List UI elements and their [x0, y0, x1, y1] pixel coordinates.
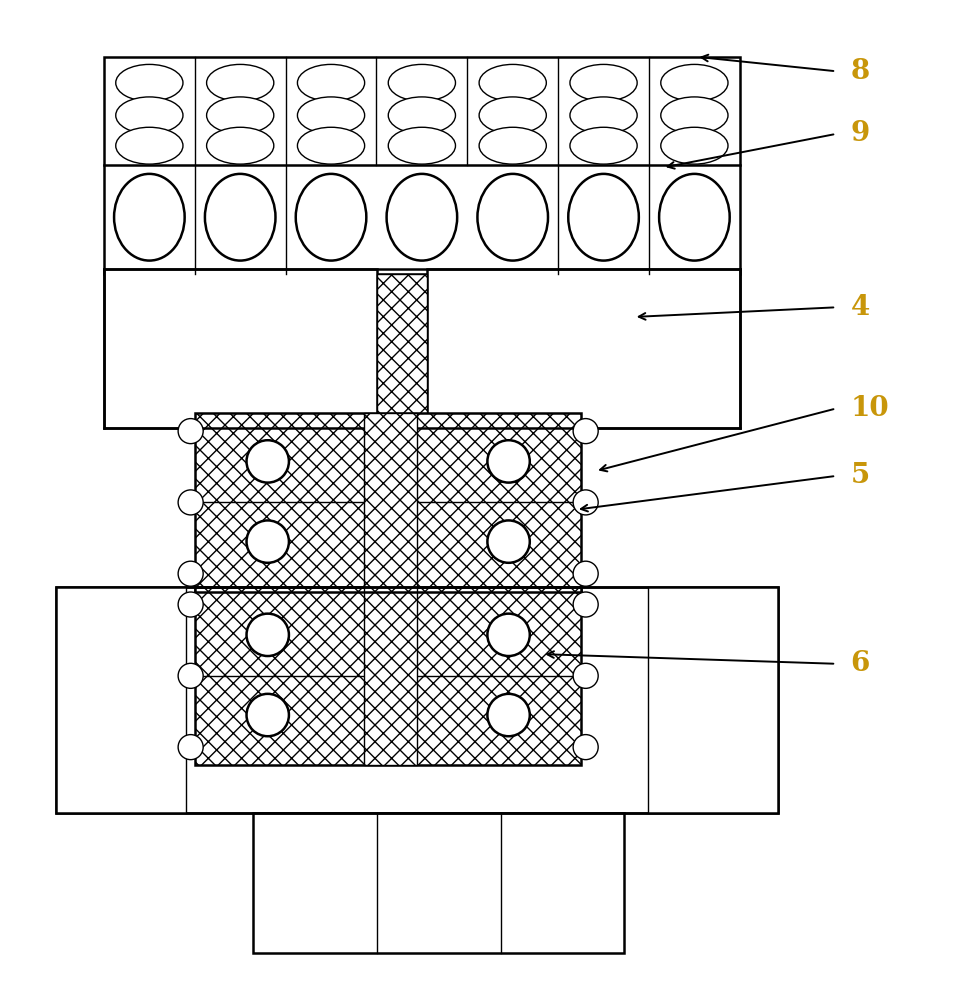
Bar [648, 587, 778, 813]
Ellipse shape [297, 127, 364, 164]
Text: 10: 10 [851, 395, 890, 422]
Circle shape [178, 419, 203, 444]
Ellipse shape [479, 64, 547, 101]
Ellipse shape [570, 97, 638, 134]
Ellipse shape [206, 127, 274, 164]
Ellipse shape [659, 174, 730, 261]
Ellipse shape [206, 64, 274, 101]
Ellipse shape [115, 97, 183, 134]
Ellipse shape [114, 174, 185, 261]
Ellipse shape [204, 174, 275, 261]
Ellipse shape [479, 97, 547, 134]
Ellipse shape [389, 64, 455, 101]
Circle shape [573, 419, 598, 444]
Ellipse shape [115, 127, 183, 164]
Bar [196, 413, 580, 592]
Text: 4: 4 [851, 294, 870, 321]
Ellipse shape [296, 174, 366, 261]
Ellipse shape [661, 97, 728, 134]
Circle shape [573, 592, 598, 617]
Circle shape [487, 440, 530, 483]
Ellipse shape [206, 97, 274, 134]
Bar [56, 587, 778, 813]
Circle shape [178, 663, 203, 688]
Circle shape [246, 520, 289, 563]
Ellipse shape [115, 64, 183, 101]
Ellipse shape [389, 127, 455, 164]
Bar [426, 269, 739, 428]
Ellipse shape [297, 97, 364, 134]
Bar [56, 587, 186, 813]
Circle shape [487, 694, 530, 736]
Ellipse shape [297, 64, 364, 101]
Circle shape [246, 694, 289, 736]
Ellipse shape [661, 64, 728, 101]
Circle shape [246, 614, 289, 656]
Ellipse shape [387, 174, 457, 261]
Ellipse shape [570, 127, 638, 164]
Bar [196, 587, 580, 765]
Circle shape [573, 735, 598, 760]
Ellipse shape [479, 127, 547, 164]
Circle shape [573, 663, 598, 688]
Text: 8: 8 [851, 58, 870, 85]
Circle shape [573, 490, 598, 515]
Bar [426, 269, 739, 428]
Bar [56, 587, 778, 813]
Bar [253, 813, 624, 953]
Ellipse shape [570, 64, 638, 101]
Bar [104, 269, 377, 428]
Text: 5: 5 [851, 462, 870, 489]
Circle shape [487, 520, 530, 563]
Ellipse shape [478, 174, 548, 261]
Circle shape [178, 592, 203, 617]
Bar [377, 274, 426, 428]
Circle shape [246, 440, 289, 483]
Circle shape [178, 490, 203, 515]
Circle shape [487, 614, 530, 656]
Ellipse shape [661, 127, 728, 164]
Text: 6: 6 [851, 650, 870, 677]
Circle shape [573, 561, 598, 586]
Circle shape [178, 735, 203, 760]
Text: 9: 9 [851, 120, 870, 147]
Bar [104, 269, 377, 428]
Bar [364, 413, 417, 765]
Ellipse shape [389, 97, 455, 134]
Bar [104, 57, 739, 274]
Ellipse shape [568, 174, 639, 261]
Circle shape [178, 561, 203, 586]
